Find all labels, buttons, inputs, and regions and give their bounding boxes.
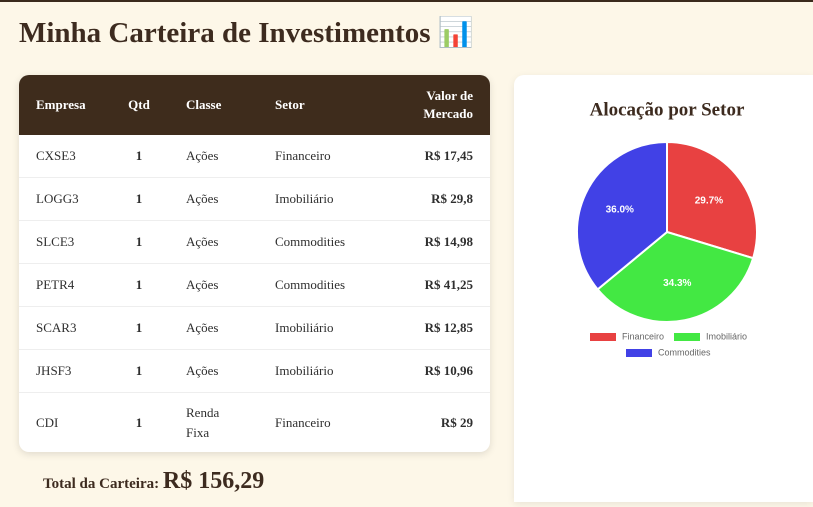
table-cell: Ações (169, 177, 258, 221)
table-cell: R$ 12,85 (378, 306, 490, 350)
column-header: Setor (258, 75, 378, 135)
total-value: R$ 156,29 (162, 468, 265, 494)
table-cell: Imobiliário (258, 306, 378, 350)
portfolio-table-card: Empresa Qtd Classe Setor Valor de Mercado CX… (19, 75, 490, 452)
portfolio-total: Total da Carteira: R$ 156,29 (43, 468, 264, 495)
slice-label: 36.0% (606, 204, 634, 215)
table-cell: R$ 14,98 (378, 220, 490, 264)
table-cell: R$ 41,25 (378, 263, 490, 307)
table-cell: CDI (36, 414, 59, 430)
table-cell: 1 (109, 306, 169, 350)
table-row: SCAR3 1 Ações Imobiliário R$ 12,85 (19, 306, 490, 350)
table-cell: 1 (135, 414, 143, 430)
column-header: Classe (169, 75, 258, 135)
table-cell: Imobiliário (258, 177, 378, 221)
table-cell: R$ 29 (440, 414, 473, 430)
table-cell: R$ 10,96 (378, 349, 490, 393)
legend-swatch (674, 333, 700, 341)
legend-swatch (590, 333, 616, 341)
pie-slice (596, 230, 755, 323)
table-cell: Ações (169, 263, 258, 307)
table-cell: 1 (109, 220, 169, 264)
table-cell: Financeiro (258, 135, 378, 178)
legend-swatch (626, 349, 652, 357)
table-cell: Ações (169, 135, 258, 178)
table-cell: Commodities (258, 263, 378, 307)
table-cell: Imobiliário (258, 349, 378, 393)
pie-slice (666, 140, 758, 260)
table-cell: JHSF3 (19, 349, 109, 393)
table-cell: Renda Fixa (186, 404, 220, 440)
table-cell: Commodities (258, 220, 378, 264)
table-cell: 1 (109, 263, 169, 307)
table-row: LOGG3 1 Ações Imobiliário R$ 29,8 (19, 177, 490, 221)
table-cell: R$ 29,8 (378, 177, 490, 221)
column-header: Valor de Mercado (378, 75, 490, 135)
table-cell: Financeiro (275, 414, 331, 430)
table-cell: PETR4 (19, 263, 109, 307)
table-cell: R$ 17,45 (378, 135, 490, 178)
table-cell: CXSE3 (19, 135, 109, 178)
column-header: Qtd (109, 75, 169, 135)
chart-card: Alocação por Setor 29.7% 34.3% 36.0% Financ… (514, 75, 813, 502)
total-label: Total da Carteira: (43, 476, 160, 492)
table-cell: SCAR3 (19, 306, 109, 350)
legend-label: Financeiro (622, 331, 664, 341)
table-row: SLCE3 1 Ações Commodities R$ 14,98 (19, 220, 490, 264)
table-cell: Ações (169, 220, 258, 264)
portfolio-table: Empresa Qtd Classe Setor Valor de Mercado CX… (19, 75, 490, 452)
table-row: CXSE3 1 Ações Financeiro R$ 17,45 (19, 135, 490, 178)
page-title: Minha Carteira de Investimentos 📊 (19, 17, 474, 49)
table-cell: 1 (109, 349, 169, 393)
legend-label: Imobiliário (706, 331, 747, 341)
pie-slice (576, 140, 668, 291)
table-cell: Ações (169, 306, 258, 350)
table-header: Empresa Qtd Classe Setor Valor de Mercado (19, 75, 490, 135)
slice-label: 29.7% (695, 196, 723, 207)
table-cell: 1 (109, 135, 169, 178)
table-body: CXSE3 1 Ações Financeiro R$ 17,45 LOGG3 1 Ações… (19, 135, 490, 452)
legend-label: Commodities (658, 347, 711, 357)
table-cell: 1 (109, 177, 169, 221)
slice-label: 34.3% (663, 278, 691, 289)
table-row: PETR4 1 Ações Commodities R$ 41,25 (19, 263, 490, 307)
chart-title: Alocação por Setor (590, 99, 745, 120)
table-row: CDI 1 Renda Fixa Financeiro R$ 29 (19, 393, 490, 453)
table-cell: LOGG3 (19, 177, 109, 221)
column-header: Empresa (19, 75, 109, 135)
pie-chart: Alocação por Setor 29.7% 34.3% 36.0% Financ… (576, 99, 758, 357)
table-cell: Ações (169, 349, 258, 393)
table-cell: SLCE3 (19, 220, 109, 264)
table-row: JHSF3 1 Ações Imobiliário R$ 10,96 (19, 349, 490, 393)
